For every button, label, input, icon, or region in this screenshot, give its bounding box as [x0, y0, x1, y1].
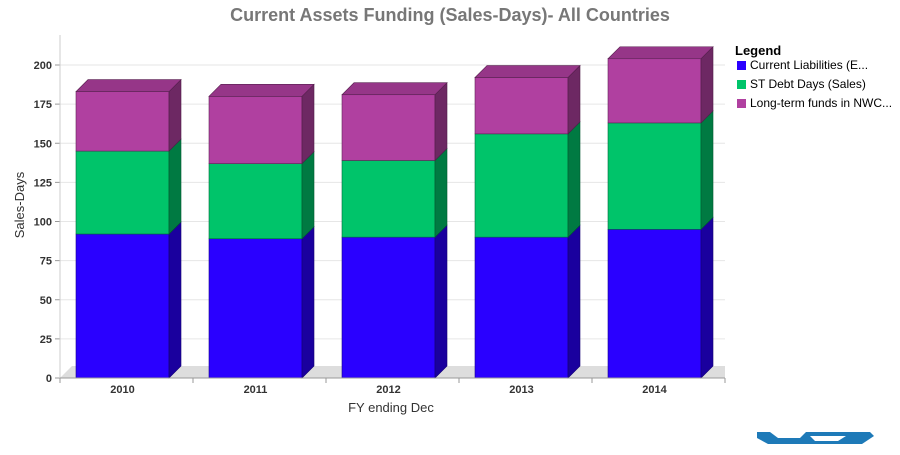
x-axis-label: FY ending Dec [348, 400, 434, 415]
legend-item-label: Long-term funds in NWC... [750, 96, 892, 110]
bar-segment [474, 133, 569, 238]
bar-segment [75, 91, 170, 152]
bar-side [301, 83, 315, 165]
bar-segment [341, 94, 436, 161]
y-tick-label: 175 [34, 99, 52, 111]
x-tick-label: 2012 [376, 384, 400, 396]
bar-side [168, 138, 182, 235]
legend-swatch [737, 61, 746, 70]
bar-top [75, 79, 182, 92]
x-tick-label: 2011 [244, 384, 268, 396]
y-tick-label: 100 [34, 217, 52, 229]
bar-stack [474, 64, 581, 379]
bar-side [301, 225, 315, 379]
bar-segment [208, 163, 303, 240]
bar-side [567, 224, 581, 379]
legend-title: Legend [735, 43, 781, 58]
bar-stack [607, 46, 714, 379]
bar-segment [341, 160, 436, 238]
legend-swatch [737, 80, 746, 89]
bar-side [700, 46, 714, 124]
bar-top [208, 84, 315, 97]
bar-segment [474, 236, 569, 379]
legend-item-label: Current Liabilities (E... [750, 58, 868, 72]
legend-item-label: ST Debt Days (Sales) [750, 77, 866, 91]
bar-top [341, 82, 448, 96]
bar-side [168, 78, 182, 152]
bar-side [700, 216, 714, 379]
y-tick-label: 25 [40, 334, 52, 346]
x-tick-label: 2014 [642, 384, 667, 396]
x-tick-label: 2013 [509, 384, 533, 396]
bar-stack [341, 82, 448, 379]
bar-stack [208, 83, 315, 379]
axes-group: 0 25 50 75 100 125 150 175 200 2010 2011 2012 2013 20… [34, 35, 726, 396]
bar-side [434, 147, 448, 238]
bar-side [434, 224, 448, 379]
bars-group [75, 46, 714, 379]
chart-title: Current Assets Funding (Sales-Days)- All… [230, 5, 670, 25]
bar-segment [208, 238, 303, 379]
y-tick-label: 200 [34, 60, 52, 72]
bar-side [567, 121, 581, 238]
bar-stack [75, 78, 182, 379]
bar-segment [341, 236, 436, 379]
legend-swatch [737, 99, 746, 108]
legend: Current Liabilities (E... ST Debt Days (S… [737, 58, 892, 110]
bar-segment [607, 58, 702, 124]
y-tick-label: 0 [46, 373, 52, 385]
bar-segment [75, 233, 170, 379]
bar-side [700, 110, 714, 231]
y-tick-label: 150 [34, 138, 52, 150]
y-tick-label: 75 [40, 256, 52, 268]
x-tick-label: 2010 [110, 384, 134, 396]
bar-segment [607, 229, 702, 379]
bar-segment [208, 96, 303, 164]
logo-icon [757, 432, 874, 444]
bar-side [301, 150, 315, 240]
bar-top [474, 65, 581, 78]
bar-top [607, 46, 714, 60]
bar-segment [607, 122, 702, 230]
bar-side [168, 221, 182, 379]
y-tick-label: 50 [40, 295, 52, 307]
bar-segment [75, 150, 170, 235]
bar-side [434, 82, 448, 162]
bar-segment [474, 77, 569, 135]
y-tick-label: 125 [34, 177, 52, 189]
y-axis-label: Sales-Days [12, 171, 27, 238]
